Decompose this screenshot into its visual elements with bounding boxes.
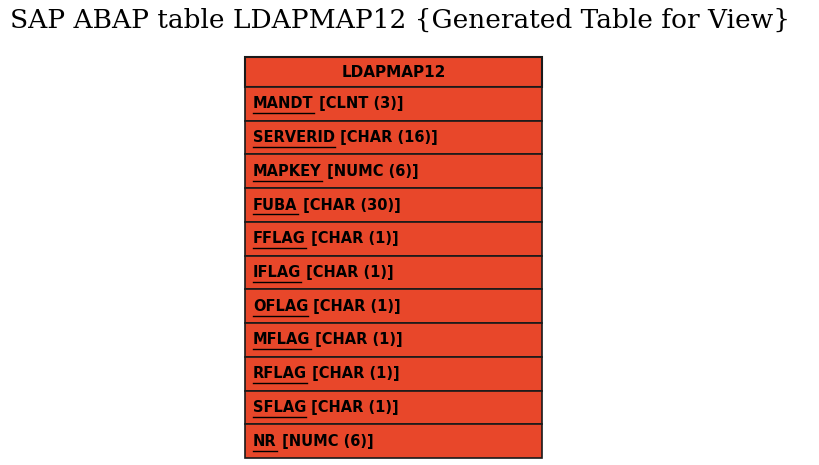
Bar xyxy=(245,357,541,391)
Text: [CHAR (1)]: [CHAR (1)] xyxy=(310,332,403,347)
Text: [CHAR (16)]: [CHAR (16)] xyxy=(335,130,437,145)
Text: MAPKEY: MAPKEY xyxy=(253,164,321,179)
Text: [CHAR (30)]: [CHAR (30)] xyxy=(297,198,400,213)
Bar xyxy=(245,424,541,458)
Text: [NUMC (6)]: [NUMC (6)] xyxy=(321,164,418,179)
Bar xyxy=(245,57,541,87)
Bar xyxy=(245,391,541,424)
Text: SERVERID: SERVERID xyxy=(253,130,335,145)
Text: [NUMC (6)]: [NUMC (6)] xyxy=(276,434,373,449)
Text: [CHAR (1)]: [CHAR (1)] xyxy=(301,265,393,280)
Bar xyxy=(245,188,541,222)
Text: MFLAG: MFLAG xyxy=(253,332,310,347)
Text: NR: NR xyxy=(253,434,276,449)
Text: [CLNT (3)]: [CLNT (3)] xyxy=(313,96,403,111)
Text: RFLAG: RFLAG xyxy=(253,366,307,381)
Bar xyxy=(245,323,541,357)
Bar xyxy=(245,256,541,289)
Text: SFLAG: SFLAG xyxy=(253,400,306,415)
Bar xyxy=(245,87,541,121)
Text: [CHAR (1)]: [CHAR (1)] xyxy=(305,231,398,246)
Text: [CHAR (1)]: [CHAR (1)] xyxy=(308,299,400,314)
Bar xyxy=(245,289,541,323)
Text: [CHAR (1)]: [CHAR (1)] xyxy=(307,366,400,381)
Text: [CHAR (1)]: [CHAR (1)] xyxy=(306,400,399,415)
Text: IFLAG: IFLAG xyxy=(253,265,301,280)
Text: LDAPMAP12: LDAPMAP12 xyxy=(341,65,446,80)
Bar xyxy=(245,222,541,256)
Text: MANDT: MANDT xyxy=(253,96,313,111)
Text: FUBA: FUBA xyxy=(253,198,297,213)
Text: FFLAG: FFLAG xyxy=(253,231,305,246)
Bar xyxy=(245,154,541,188)
Text: OFLAG: OFLAG xyxy=(253,299,308,314)
Text: SAP ABAP table LDAPMAP12 {Generated Table for View}: SAP ABAP table LDAPMAP12 {Generated Tabl… xyxy=(10,8,789,33)
Bar xyxy=(245,121,541,154)
